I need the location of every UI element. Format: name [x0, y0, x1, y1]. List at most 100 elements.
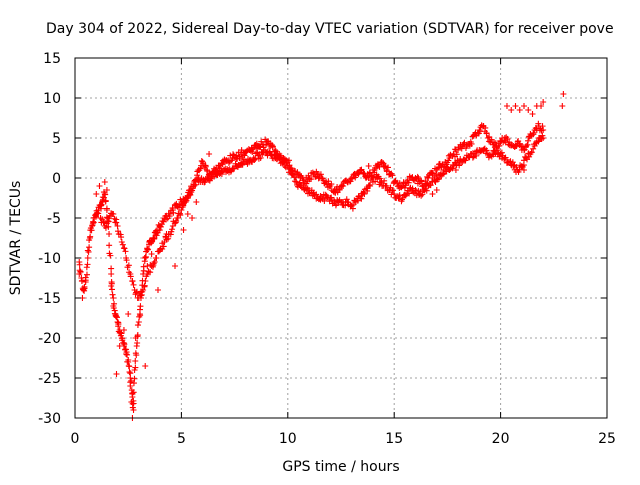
y-tick-label: 10	[43, 91, 61, 107]
data-point	[148, 251, 155, 257]
data-point	[376, 175, 383, 182]
y-tick-label: -15	[38, 291, 61, 307]
data-point	[89, 220, 96, 227]
data-point	[506, 139, 513, 145]
data-point	[262, 141, 269, 148]
data-point	[102, 191, 109, 198]
data-point	[110, 211, 117, 217]
data-point	[390, 187, 397, 194]
data-point	[119, 335, 126, 342]
data-point	[180, 227, 187, 233]
x-tick-label: 5	[177, 431, 186, 447]
data-point	[276, 155, 283, 161]
data-point	[483, 130, 490, 137]
data-point	[115, 228, 122, 235]
data-point	[328, 181, 335, 188]
data-point	[276, 156, 283, 162]
x-axis-label: GPS time / hours	[282, 459, 399, 475]
data-point	[435, 175, 442, 182]
data-point	[157, 223, 164, 230]
data-point	[502, 154, 509, 161]
plot-frame	[74, 57, 608, 419]
data-point	[396, 180, 403, 187]
data-point	[383, 168, 390, 175]
data-point	[93, 191, 100, 197]
data-point	[115, 321, 122, 328]
data-point	[484, 135, 491, 141]
x-tick-label: 25	[598, 431, 616, 447]
data-point	[182, 199, 189, 205]
y-tick-label: -10	[38, 251, 61, 267]
data-point	[84, 247, 91, 254]
data-point	[358, 166, 365, 173]
data-point	[343, 196, 350, 203]
data-point	[476, 127, 483, 133]
data-point	[87, 233, 94, 240]
y-tick-label: -30	[38, 411, 61, 427]
data-point	[126, 363, 133, 370]
data-point	[121, 341, 128, 348]
data-point	[504, 159, 511, 166]
data-point	[284, 163, 291, 169]
data-point	[521, 103, 528, 109]
data-point	[308, 176, 315, 183]
data-point	[365, 163, 372, 169]
data-point	[183, 194, 190, 201]
data-point	[538, 103, 545, 109]
data-point	[360, 189, 367, 196]
data-point	[114, 223, 121, 229]
data-point	[369, 179, 376, 185]
data-point	[376, 163, 383, 170]
data-point	[325, 178, 332, 185]
data-point	[201, 179, 208, 186]
data-point	[134, 322, 141, 329]
data-point	[483, 147, 490, 154]
data-point	[160, 243, 167, 250]
data-point	[492, 140, 499, 147]
data-point	[340, 183, 347, 189]
data-point	[96, 183, 103, 189]
data-point	[132, 364, 139, 371]
data-point	[559, 103, 566, 109]
data-points	[76, 91, 567, 421]
data-point	[504, 135, 511, 142]
data-point	[99, 216, 106, 223]
data-point	[338, 182, 345, 189]
y-tick-label: 5	[52, 131, 61, 147]
data-point	[383, 182, 390, 189]
data-point	[398, 184, 405, 191]
data-point	[109, 291, 116, 298]
data-point	[503, 103, 510, 109]
data-point	[257, 154, 264, 161]
data-point	[358, 195, 365, 202]
data-point	[419, 191, 426, 198]
data-point	[159, 218, 166, 225]
data-point	[118, 234, 125, 241]
y-tick-labels: -30 -25 -20 -15 -10 -5 0 5 10 15	[38, 51, 61, 427]
data-point	[468, 140, 475, 147]
data-point	[525, 107, 532, 113]
data-point	[108, 265, 115, 272]
data-point	[357, 195, 364, 201]
data-point	[125, 262, 132, 269]
data-point	[540, 99, 547, 105]
data-point	[84, 261, 91, 268]
data-point	[137, 303, 144, 310]
data-point	[103, 207, 110, 213]
data-point	[405, 179, 412, 186]
data-point	[496, 142, 503, 149]
data-point	[118, 239, 125, 245]
data-point	[521, 146, 528, 153]
data-point	[129, 278, 136, 285]
data-point	[119, 241, 126, 248]
data-point	[125, 359, 132, 365]
data-point	[296, 179, 303, 186]
data-point	[524, 141, 531, 148]
data-point	[83, 271, 90, 278]
data-point	[133, 289, 140, 296]
x-tick-labels: 0 5 10 15 20 25	[71, 431, 616, 447]
data-point	[130, 389, 137, 396]
data-point	[108, 271, 115, 277]
data-point	[344, 179, 351, 186]
data-point	[170, 209, 177, 216]
